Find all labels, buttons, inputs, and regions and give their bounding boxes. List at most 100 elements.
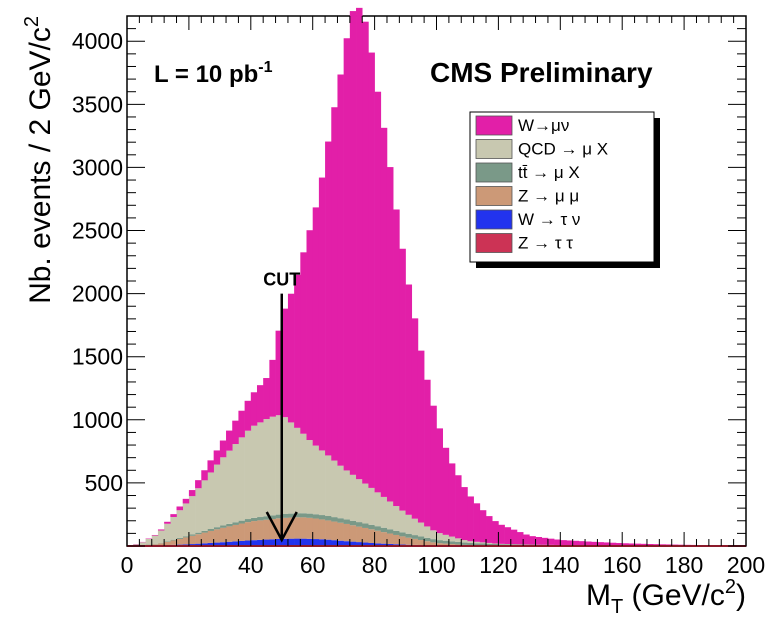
bin-bar	[176, 506, 184, 511]
bin-bar	[306, 513, 313, 518]
bin-bar	[393, 544, 400, 546]
bin-bar	[306, 517, 313, 539]
bin-bar	[356, 522, 363, 527]
bin-bar	[343, 470, 351, 520]
bin-bar	[294, 517, 301, 539]
bin-bar	[368, 52, 375, 488]
x-tick-label: 80	[362, 552, 388, 578]
bin-bar	[164, 521, 171, 524]
series-5	[127, 7, 747, 546]
bin-bar	[195, 534, 202, 544]
bin-bar	[640, 543, 648, 546]
bin-bar	[337, 518, 344, 523]
y-tick-label: 3000	[72, 154, 123, 180]
bin-bar	[238, 523, 245, 541]
bin-bar	[263, 419, 270, 517]
legend-swatch	[475, 209, 513, 230]
bin-bar	[498, 544, 505, 546]
bin-bar	[411, 318, 419, 519]
bin-bar	[560, 540, 567, 546]
bin-bar	[219, 525, 227, 528]
bin-bar	[479, 510, 487, 543]
bin-bar	[195, 543, 202, 546]
bin-bar	[281, 538, 289, 546]
bin-bar	[207, 530, 214, 543]
bin-bar	[337, 465, 344, 519]
bin-bar	[380, 496, 388, 528]
bin-bar	[380, 127, 388, 497]
bin-bar	[337, 74, 344, 466]
bin-bar	[238, 540, 245, 546]
series-4	[127, 415, 530, 546]
cut-arrowhead	[265, 511, 298, 543]
bin-bar	[405, 533, 413, 538]
bin-bar	[294, 538, 301, 546]
bin-bar	[356, 479, 363, 523]
bin-bar	[219, 457, 227, 526]
bin-bar	[312, 539, 320, 546]
bin-bar	[182, 503, 190, 537]
x-axis-ticks: 0 20 40 60 80 100 120 140 160 180 200	[121, 16, 765, 578]
bin-bar	[164, 541, 171, 542]
bin-bar	[188, 544, 196, 546]
bin-bar	[281, 517, 289, 539]
bin-bar	[207, 542, 214, 546]
bin-bar	[300, 252, 307, 434]
bin-bar	[405, 514, 413, 534]
bin-bar	[473, 541, 481, 544]
bin-bar	[374, 530, 382, 544]
bin-bar	[374, 526, 382, 531]
bin-bar	[436, 540, 443, 544]
bin-bar	[492, 521, 499, 544]
bin-bar	[213, 464, 221, 528]
bin-bar	[263, 519, 270, 540]
bin-bar	[325, 520, 332, 540]
bin-bar	[256, 517, 264, 521]
bin-bar	[232, 541, 239, 546]
bin-bar	[541, 537, 549, 545]
bin-bar	[263, 516, 270, 520]
bin-bar	[201, 530, 208, 533]
bin-bar	[318, 519, 326, 540]
bin-bar	[294, 274, 301, 428]
bin-bar	[238, 520, 245, 524]
bin-bar	[244, 430, 252, 520]
bin-bar	[207, 529, 214, 531]
bin-bar	[151, 534, 159, 536]
bin-bar	[467, 496, 474, 542]
bin-bar	[461, 487, 468, 541]
bin-bar	[232, 524, 239, 542]
bin-bar	[145, 538, 153, 545]
bin-bar	[349, 474, 357, 521]
bin-bar	[436, 543, 443, 546]
bin-bar	[448, 536, 456, 542]
bin-bar	[467, 541, 474, 543]
bin-bar	[226, 541, 233, 546]
bin-bar	[207, 460, 214, 473]
bin-bar	[188, 490, 196, 497]
y-tick-label: 1000	[72, 407, 123, 433]
bin-bar	[207, 472, 214, 529]
bin-bar	[232, 522, 239, 525]
bin-bar	[356, 542, 363, 546]
bin-bar	[436, 428, 443, 534]
bin-bar	[325, 455, 332, 517]
bin-bar	[306, 538, 313, 546]
bin-bar	[504, 544, 512, 546]
bin-bar	[591, 541, 598, 546]
bin-bar	[157, 543, 165, 546]
bin-bar	[622, 543, 629, 546]
bin-bar	[188, 535, 196, 545]
luminosity-label: L = 10 pb-1	[154, 59, 273, 88]
bin-bar	[349, 525, 357, 542]
bin-bar	[275, 330, 283, 416]
y-tick-label: 4000	[72, 28, 123, 54]
x-tick-label: 140	[541, 552, 579, 578]
bin-bar	[405, 284, 413, 515]
bin-bar	[325, 141, 332, 456]
bin-bar	[170, 514, 177, 517]
bin-bar	[430, 530, 437, 540]
legend-swatch	[475, 139, 513, 159]
bin-bar	[393, 530, 400, 535]
y-tick-label: 2500	[72, 218, 123, 244]
